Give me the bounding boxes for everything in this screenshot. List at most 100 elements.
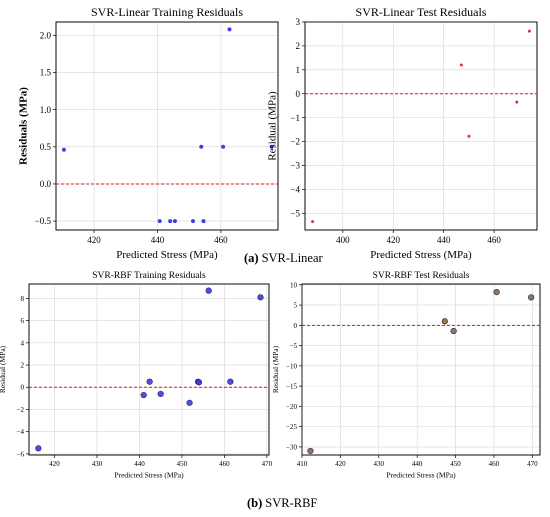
x-axis-label: Predicted Stress (MPa): [386, 471, 456, 480]
y-tick-label: 3: [296, 17, 301, 27]
x-tick-label: 450: [177, 460, 188, 468]
y-tick-label: 0: [21, 384, 25, 392]
y-tick-label: −1: [290, 113, 300, 123]
y-tick-label: −2: [17, 406, 25, 414]
y-tick-label: 4: [21, 339, 25, 347]
y-tick-label: 5: [294, 302, 298, 310]
x-tick-label: 420: [387, 235, 401, 245]
chart-svr-rbf-training-residuals: 420 430 440 450 460 470 −6 −4 −2 0 2 4 6 8 SVR-RBF Tra…: [0, 271, 273, 480]
y-axis-label: Residual (MPa): [271, 345, 280, 393]
plot-frame: [55, 21, 279, 231]
data-point: [441, 318, 448, 325]
chart-svr-rbf-test-residuals: 410 420 430 440 450 460 470 −30 −25 −20 −15 −10 −5 0 5…: [271, 271, 541, 480]
data-point: [227, 378, 234, 385]
chart-title: SVR-Linear Training Residuals: [91, 5, 243, 19]
y-tick-label: 0.5: [40, 142, 52, 152]
y-tick-label: −2: [290, 137, 300, 147]
y-tick-label: 2: [296, 41, 301, 51]
y-tick-label: −5: [290, 342, 298, 350]
x-tick-label: 420: [87, 235, 101, 245]
y-tick-label: −5: [290, 208, 300, 218]
plot-area: [55, 21, 279, 231]
data-point: [493, 289, 500, 296]
x-tick-label: 410: [297, 460, 308, 468]
y-tick-label: 2: [21, 362, 25, 370]
data-point: [199, 144, 204, 149]
x-tick-label: 460: [219, 460, 230, 468]
caption-a: (a) SVR-Linear: [244, 251, 324, 265]
caption-a-label: (a): [244, 251, 259, 265]
x-axis-label: Predicted Stress (MPa): [116, 249, 218, 261]
chart-svr-linear-training-residuals: 420 440 460 −0.5 0.0 0.5 1.0 1.5 2.0 SVR-Linear T…: [18, 5, 279, 261]
y-tick-label: −6: [17, 450, 25, 458]
y-tick-label: 1: [296, 65, 301, 75]
caption-b-label: (b): [247, 496, 262, 510]
y-tick-label: 8: [21, 295, 25, 303]
chart-title: SVR-RBF Test Residuals: [373, 271, 470, 281]
chart-title: SVR-RBF Training Residuals: [92, 271, 206, 281]
data-point: [528, 294, 535, 301]
data-point: [205, 287, 212, 294]
x-tick-label: 460: [214, 235, 228, 245]
x-tick-label: 440: [412, 460, 423, 468]
x-tick-label: 440: [134, 460, 145, 468]
y-axis-label: Residual (MPa): [0, 345, 7, 393]
y-tick-label: −10: [286, 362, 297, 370]
data-point: [168, 219, 173, 224]
y-tick-label: −4: [290, 185, 300, 195]
data-point: [307, 447, 314, 455]
data-point: [35, 445, 42, 452]
x-tick-label: 460: [487, 235, 501, 245]
y-tick-label: 1.0: [40, 105, 52, 115]
y-tick-label: 0: [296, 89, 301, 99]
data-point: [172, 219, 177, 224]
chart-svr-linear-test-residuals: 400 420 440 460 −5 −4 −3 −2 −1 0 1 2 3 SVR-Linear Tes…: [267, 5, 538, 261]
data-point: [311, 220, 315, 224]
data-point: [450, 327, 457, 335]
caption-b-text: SVR-RBF: [265, 496, 317, 510]
x-tick-label: 440: [151, 235, 165, 245]
y-tick-label: 1.5: [40, 68, 52, 78]
plot-area: [304, 21, 538, 231]
x-tick-label: 460: [489, 460, 500, 468]
data-point: [515, 100, 519, 104]
plot-area: [301, 283, 541, 456]
plot-frame: [304, 21, 538, 231]
data-point: [186, 399, 193, 406]
y-tick-label: −25: [286, 423, 297, 431]
data-point: [61, 147, 66, 152]
plot-frame: [301, 283, 541, 456]
plot-area: [28, 283, 270, 456]
data-point: [227, 27, 232, 32]
data-point: [195, 379, 203, 386]
caption-b: (b) SVR-RBF: [247, 496, 317, 510]
x-tick-label: 400: [336, 235, 350, 245]
data-point: [157, 219, 162, 224]
caption-a-text: SVR-Linear: [262, 251, 324, 265]
data-point: [221, 144, 226, 149]
data-point: [257, 294, 264, 301]
data-point: [459, 63, 463, 67]
x-tick-label: 470: [527, 460, 538, 468]
data-point: [146, 378, 153, 385]
x-tick-label: 420: [335, 460, 346, 468]
y-axis-label: Residual (MPa): [267, 91, 279, 161]
plot-frame: [28, 283, 270, 456]
y-tick-label: −4: [17, 428, 25, 436]
y-tick-label: 0.0: [40, 179, 52, 189]
y-tick-label: −0.5: [35, 216, 52, 226]
data-point: [140, 391, 147, 399]
x-tick-label: 430: [92, 460, 103, 468]
x-tick-label: 420: [49, 460, 60, 468]
x-tick-label: 470: [262, 460, 273, 468]
y-tick-label: −20: [286, 403, 297, 411]
x-tick-label: 430: [374, 460, 385, 468]
data-point: [201, 219, 206, 224]
y-tick-label: 6: [21, 317, 25, 325]
x-axis-label: Predicted Stress (MPa): [370, 249, 472, 261]
y-tick-label: 10: [290, 281, 298, 289]
x-tick-label: 440: [437, 235, 451, 245]
y-axis-label: Residuals (MPa): [18, 87, 30, 165]
